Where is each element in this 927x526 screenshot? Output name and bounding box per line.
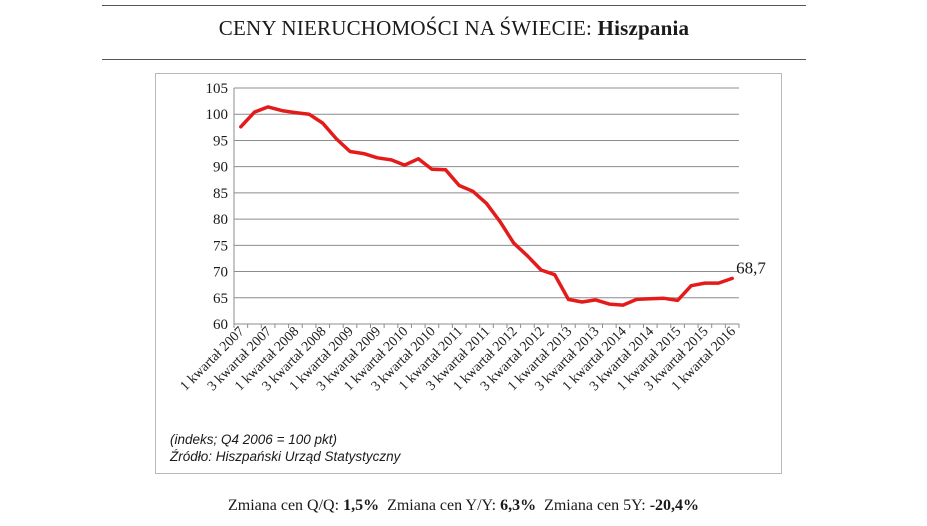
- data-point: [512, 242, 515, 245]
- data-point: [266, 105, 270, 109]
- data-point: [280, 109, 283, 112]
- qq-value: 1,5%: [343, 497, 380, 514]
- data-point: [417, 157, 420, 160]
- y-tick-label: 95: [213, 133, 228, 149]
- chart-note-source: Źródło: Hiszpański Urząd Statystyczny: [170, 449, 401, 464]
- price-change-summary: Zmiana cen Q/Q: 1,5% Zmiana cen Y/Y: 6,3…: [0, 497, 927, 515]
- data-point: [239, 125, 243, 129]
- header-rule-bottom: [102, 59, 806, 60]
- data-point: [389, 158, 393, 162]
- y-tick-label: 70: [213, 265, 228, 281]
- data-point: [730, 277, 734, 280]
- data-point: [621, 303, 625, 307]
- data-point: [376, 156, 379, 159]
- chart-frame: 60 65 70 75 80 85 90 95 100 105 1 kwartał 2007 3 kw…: [155, 73, 782, 474]
- y-tick-label: 85: [213, 186, 228, 202]
- data-point: [253, 110, 256, 114]
- data-point: [580, 300, 584, 304]
- data-point: [608, 302, 611, 306]
- data-point: [662, 297, 666, 300]
- data-point: [539, 268, 543, 272]
- data-point: [403, 163, 406, 167]
- data-point: [471, 190, 475, 193]
- y5-value: -20,4%: [649, 497, 700, 514]
- data-point: [526, 254, 529, 258]
- data-point: [635, 298, 638, 301]
- data-point: [676, 299, 679, 302]
- data-point: [594, 298, 597, 302]
- series-line: [239, 105, 734, 307]
- data-point: [485, 202, 488, 205]
- end-value-label: 68,7: [736, 258, 766, 277]
- chart-note-index: (indeks; Q4 2006 = 100 pkt): [170, 432, 337, 447]
- title-country: Hiszpania: [597, 16, 690, 40]
- data-point: [717, 281, 720, 285]
- y-tick-label: 65: [213, 291, 228, 307]
- data-point: [335, 137, 338, 141]
- data-point: [567, 298, 570, 301]
- data-point: [458, 184, 461, 187]
- data-point: [444, 168, 447, 172]
- page-title: CENY NIERUCHOMOŚCI NA ŚWIECIE: Hiszpania: [102, 16, 806, 41]
- qq-label: Zmiana cen Q/Q:: [227, 497, 340, 514]
- y-tick-label: 60: [213, 317, 228, 333]
- data-point: [703, 281, 707, 285]
- data-point: [307, 113, 311, 116]
- data-point: [690, 284, 693, 287]
- y5-label: Zmiana cen 5Y:: [544, 497, 646, 514]
- yy-label: Zmiana cen Y/Y:: [387, 497, 497, 514]
- data-point: [498, 220, 502, 223]
- data-point: [362, 152, 365, 155]
- data-point: [553, 273, 556, 276]
- y-tick-label: 80: [213, 212, 228, 228]
- data-point: [294, 111, 297, 114]
- title-prefix: CENY NIERUCHOMOŚCI NA ŚWIECIE:: [218, 16, 593, 40]
- y-tick-label: 90: [213, 160, 228, 176]
- y-tick-label: 105: [206, 81, 229, 97]
- data-point: [348, 150, 352, 153]
- yy-value: 6,3%: [500, 497, 537, 514]
- data-point: [321, 121, 324, 125]
- data-point: [430, 168, 434, 171]
- header-rule-top: [102, 5, 806, 6]
- y-tick-label: 100: [206, 107, 229, 123]
- data-point: [649, 297, 652, 301]
- y-tick-label: 75: [213, 238, 228, 254]
